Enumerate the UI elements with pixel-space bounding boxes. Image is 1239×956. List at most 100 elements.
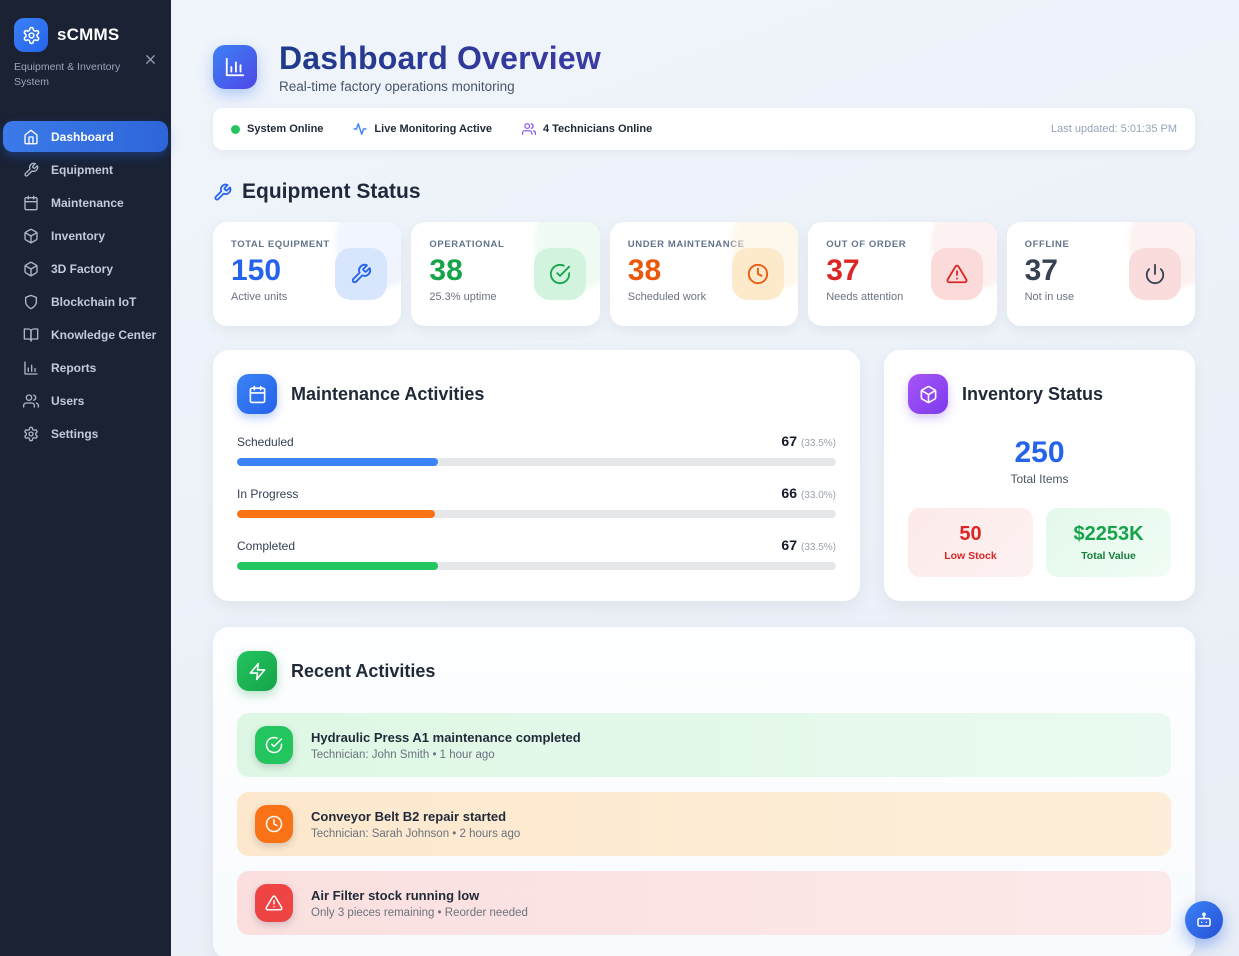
page-subtitle: Real-time factory operations monitoring (279, 79, 515, 94)
shield-icon (23, 294, 39, 310)
wrench-icon (335, 248, 388, 300)
card-operational: OPERATIONAL 38 25.3% uptime (411, 222, 600, 326)
progress-fill (237, 562, 438, 570)
sidebar-item-users[interactable]: Users (3, 385, 168, 416)
app-title: sCMMS (57, 25, 120, 44)
equipment-status-heading: Equipment Status (213, 180, 1195, 204)
stat-value: 38 (429, 254, 463, 287)
stat-value: 37 (1024, 254, 1058, 287)
close-icon (143, 52, 158, 67)
clock-icon (255, 805, 293, 843)
card-under-maintenance: UNDER MAINTENANCE 38 Scheduled work (609, 222, 799, 326)
sidebar-item-maintenance[interactable]: Maintenance (3, 187, 168, 218)
clock-icon (732, 248, 785, 300)
sidebar-item-label: Reports (51, 360, 97, 375)
stat-value: 150 (231, 254, 282, 287)
app-logo (14, 18, 48, 52)
calendar-icon (23, 195, 39, 211)
bar-chart-icon (23, 360, 39, 376)
calendar-icon (237, 374, 277, 414)
book-icon (23, 327, 39, 343)
wrench-icon (213, 183, 232, 202)
sidebar-close-button[interactable] (141, 50, 159, 68)
zap-icon (237, 651, 277, 691)
panel-title: Inventory Status (962, 383, 1104, 404)
package-icon (908, 374, 948, 414)
alert-triangle-icon (255, 884, 293, 922)
main-content: Dashboard Overview Real-time factory ope… (171, 0, 1239, 956)
card-total-equipment: TOTAL EQUIPMENT 150 Active units (213, 222, 402, 326)
sidebar-item-reports[interactable]: Reports (3, 352, 168, 383)
sidebar-item-label: Dashboard (51, 129, 114, 144)
activity-item-stock-low: Air Filter stock running low Only 3 piec… (237, 871, 1171, 935)
progress-track (237, 562, 836, 570)
page-title: Dashboard Overview (279, 40, 601, 76)
last-updated-text: Last updated: 5:01:35 PM (1051, 123, 1177, 135)
sidebar-item-label: Settings (51, 426, 99, 441)
panel-title: Recent Activities (291, 660, 436, 681)
card-offline: OFFLINE 37 Not in use (1006, 222, 1195, 326)
status-technicians-online: 4 Technicians Online (521, 122, 652, 136)
stat-value: 38 (627, 254, 662, 287)
status-bar: System Online Live Monitoring Active 4 T… (213, 108, 1195, 150)
recent-activities-panel: Recent Activities Hydraulic Press A1 mai… (213, 627, 1195, 956)
section-title: Equipment Status (242, 180, 421, 203)
progress-row-completed: Completed 67 (33.5%) (237, 537, 836, 570)
assistant-fab-button[interactable] (1185, 901, 1223, 939)
alert-triangle-icon (930, 248, 983, 300)
sidebar-item-equipment[interactable]: Equipment (3, 154, 168, 185)
power-icon (1128, 248, 1181, 300)
sidebar-item-settings[interactable]: Settings (3, 418, 168, 449)
progress-row-in-progress: In Progress 66 (33.0%) (237, 485, 836, 518)
users-icon (23, 393, 39, 409)
equipment-cards: TOTAL EQUIPMENT 150 Active units OPERATI… (213, 222, 1195, 326)
dashboard-header-badge (213, 45, 257, 89)
users-icon (521, 122, 536, 136)
sidebar-item-label: Users (51, 393, 85, 408)
progress-track (237, 458, 836, 466)
status-system-online: System Online (231, 123, 323, 135)
progress-row-scheduled: Scheduled 67 (33.5%) (237, 433, 836, 466)
wrench-icon (23, 162, 39, 178)
sidebar-item-label: Inventory (51, 228, 106, 243)
sidebar-item-dashboard[interactable]: Dashboard (3, 121, 168, 153)
progress-track (237, 510, 836, 518)
sidebar-item-3d-factory[interactable]: 3D Factory (3, 253, 168, 284)
robot-icon (1195, 911, 1213, 929)
activity-item-maintenance-completed: Hydraulic Press A1 maintenance completed… (237, 713, 1171, 777)
app-subtitle: Equipment & Inventory System (14, 61, 121, 88)
progress-fill (237, 458, 438, 466)
progress-fill (237, 510, 435, 518)
activity-icon (353, 122, 367, 136)
sidebar-item-label: Blockchain IoT (51, 294, 137, 309)
sidebar-header: sCMMS Equipment & Inventory System (0, 14, 171, 99)
inventory-total-label: Total Items (1010, 472, 1069, 486)
sidebar-item-knowledge-center[interactable]: Knowledge Center (3, 319, 168, 350)
activity-list: Hydraulic Press A1 maintenance completed… (237, 713, 1171, 935)
green-dot-icon (231, 124, 240, 134)
status-live-monitoring: Live Monitoring Active (353, 122, 492, 136)
sidebar-item-label: 3D Factory (51, 261, 114, 276)
gear-icon (22, 26, 41, 45)
sidebar-item-blockchain-iot[interactable]: Blockchain IoT (3, 286, 168, 317)
package-icon (23, 228, 39, 244)
sidebar-item-label: Knowledge Center (51, 327, 157, 342)
gear-icon (23, 426, 39, 442)
check-circle-icon (255, 726, 293, 764)
page-header: Dashboard Overview Real-time factory ope… (213, 40, 1195, 94)
sidebar-item-inventory[interactable]: Inventory (3, 220, 168, 251)
maintenance-activities-panel: Maintenance Activities Scheduled 67 (33.… (213, 350, 860, 601)
stat-value: 37 (826, 254, 860, 287)
inventory-status-panel: Inventory Status 250 Total Items 50 Low … (884, 350, 1195, 601)
sidebar-nav: Dashboard Equipment Maintenance Inventor… (0, 121, 171, 449)
panel-title: Maintenance Activities (291, 383, 485, 404)
sidebar: sCMMS Equipment & Inventory System Dashb… (0, 0, 171, 956)
activity-item-repair-started: Conveyor Belt B2 repair started Technici… (237, 792, 1171, 856)
sidebar-item-label: Equipment (51, 162, 113, 177)
inventory-total: 250 (1014, 436, 1065, 469)
chart-icon (224, 56, 246, 78)
sidebar-item-label: Maintenance (51, 195, 124, 210)
check-circle-icon (533, 248, 586, 300)
low-stock-box: 50 Low Stock (908, 508, 1033, 577)
cube-icon (23, 261, 39, 277)
